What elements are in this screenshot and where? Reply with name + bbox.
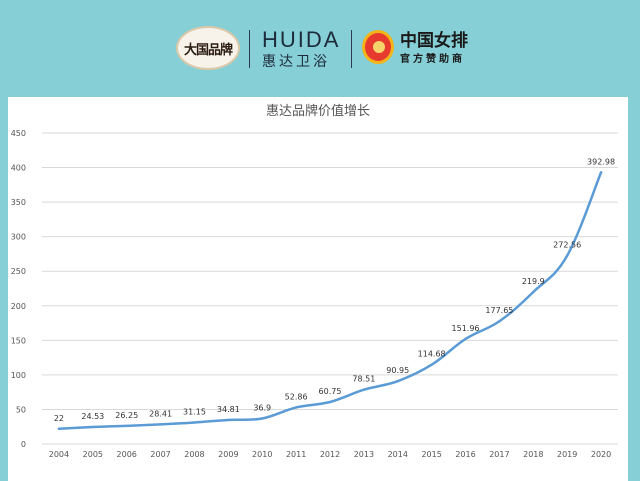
x-tick-label: 2015	[421, 450, 441, 459]
data-label: 272.56	[553, 241, 581, 250]
data-label: 151.96	[452, 324, 480, 333]
data-point	[396, 379, 399, 383]
data-label: 28.41	[149, 409, 172, 418]
data-point	[227, 418, 230, 422]
data-label: 177.65	[485, 306, 513, 315]
data-label: 52.86	[285, 392, 308, 401]
partner-title: 中国女排	[400, 31, 468, 51]
brand-name-en: HUIDA	[262, 27, 341, 52]
x-tick-label: 2013	[354, 450, 374, 459]
data-label: 60.75	[319, 387, 342, 396]
y-tick-label: 150	[11, 336, 26, 345]
data-point	[565, 254, 569, 257]
x-tick-label: 2012	[320, 450, 340, 459]
y-tick-label: 400	[11, 164, 26, 173]
x-tick-label: 2018	[523, 450, 543, 459]
gridlines	[42, 132, 618, 445]
x-tick-label: 2019	[557, 450, 577, 459]
y-tick-label: 0	[21, 440, 26, 449]
x-tick-label: 2020	[591, 450, 611, 459]
chart-title: 惠达品牌价值增长	[266, 103, 370, 119]
huida-logo: HUIDA 惠达卫浴	[262, 28, 340, 71]
partner-subtitle: 官方赞助商	[400, 54, 465, 65]
divider	[351, 30, 352, 68]
x-tick-label: 2016	[455, 450, 475, 459]
y-tick-label: 250	[11, 267, 26, 276]
brand-name-cn: 惠达卫浴	[262, 54, 330, 70]
x-tick-label: 2006	[117, 450, 137, 459]
divider	[249, 30, 250, 68]
x-tick-label: 2011	[286, 450, 306, 459]
data-label: 36.9	[253, 403, 271, 412]
chart-panel: 惠达品牌价值增长 0 50 100 150 200 250 300 350 400 450 2004…	[8, 97, 628, 481]
data-label: 78.51	[352, 375, 375, 384]
x-tick-label: 2009	[218, 450, 238, 459]
x-tick-label: 2017	[489, 450, 509, 459]
data-point	[464, 337, 467, 341]
y-tick-label: 200	[11, 302, 26, 311]
x-tick-label: 2004	[49, 450, 69, 459]
data-label: 22	[54, 414, 64, 423]
data-point	[328, 400, 332, 404]
x-tick-label: 2014	[388, 450, 408, 459]
volleyball-team-logo: 中国女排 官方赞助商	[400, 31, 468, 67]
y-tick-label: 300	[11, 233, 26, 242]
data-point	[599, 171, 603, 174]
data-point	[193, 421, 196, 424]
x-tick-label: 2005	[83, 450, 103, 459]
seal-logo-text: 大国品牌	[183, 42, 233, 58]
data-point	[261, 417, 264, 420]
axes: 0 50 100 150 200 250 300 350 400 450 2004 2005 2006 2…	[11, 129, 612, 459]
data-label-layer: 22 24.53 26.25 28.41 31.15 34.81 36.9 52.86 60.7…	[54, 157, 615, 422]
data-label: 392.98	[587, 157, 615, 166]
data-label: 34.81	[217, 405, 240, 414]
series-line-layer	[57, 171, 603, 431]
data-point	[159, 423, 162, 426]
y-tick-label: 100	[11, 371, 26, 380]
data-label: 31.15	[183, 407, 206, 416]
data-point	[294, 406, 298, 409]
data-point	[57, 427, 61, 430]
data-label: 26.25	[115, 411, 138, 420]
x-tick-label: 2008	[184, 450, 204, 459]
y-tick-label: 50	[16, 405, 26, 414]
brand-banner: 大国品牌 HUIDA 惠达卫浴 中国女排 官方赞助商	[0, 0, 640, 90]
x-tick-label: 2007	[150, 450, 170, 459]
data-point	[362, 388, 366, 391]
line-chart: 惠达品牌价值增长 0 50 100 150 200 250 300 350 400 450 2004…	[11, 103, 618, 459]
seal-logo: 大国品牌	[176, 26, 240, 70]
volleyball-team-emblem	[362, 30, 394, 64]
data-point	[498, 320, 501, 323]
data-point	[430, 363, 433, 366]
data-point	[125, 424, 128, 428]
data-label: 90.95	[386, 366, 409, 375]
data-label: 114.68	[418, 350, 446, 359]
data-label: 219.9	[522, 277, 545, 286]
y-tick-label: 450	[11, 129, 26, 138]
data-label: 24.53	[81, 412, 104, 421]
data-point	[91, 425, 95, 429]
data-point	[532, 290, 535, 294]
x-tick-label: 2010	[252, 450, 272, 459]
y-tick-label: 350	[11, 198, 26, 207]
